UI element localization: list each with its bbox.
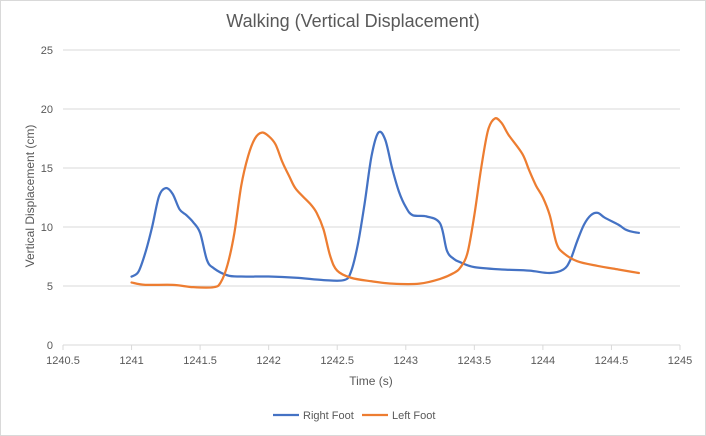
series-line-right-foot: [130, 130, 640, 282]
x-tick-label: 1243: [394, 355, 418, 367]
x-tick-label: 1244: [531, 355, 555, 367]
y-tick-label: 20: [41, 104, 53, 116]
y-tick-label: 25: [41, 45, 53, 57]
x-tick-label: 1241.5: [183, 355, 217, 367]
x-tick-label: 1240.5: [46, 355, 80, 367]
x-axis-label: Time (s): [349, 374, 393, 388]
y-tick-label: 10: [41, 222, 53, 234]
x-axis-ticks: 1240.5 1241 1241.5 1242 1242.5 1243 1243.5 1244…: [46, 345, 692, 367]
gridlines: [63, 49, 680, 287]
y-axis-label: Vertical Displacement (cm): [23, 125, 37, 268]
x-tick-label: 1241: [119, 355, 143, 367]
series-lines: [130, 117, 640, 289]
x-tick-label: 1243.5: [458, 355, 492, 367]
x-tick-label: 1242: [256, 355, 280, 367]
y-tick-label: 15: [41, 163, 53, 175]
legend-label-right-foot: Right Foot: [303, 410, 354, 422]
x-tick-label: 1244.5: [595, 355, 629, 367]
y-tick-label: 5: [47, 281, 53, 293]
x-tick-label: 1245: [668, 355, 692, 367]
y-axis-ticks: 0 5 10 15 20 25: [41, 45, 53, 352]
x-tick-label: 1242.5: [320, 355, 354, 367]
legend: Right Foot Left Foot: [273, 410, 435, 422]
series-line-left-foot: [130, 117, 640, 289]
y-tick-label: 0: [47, 340, 53, 352]
chart-title: Walking (Vertical Displacement): [226, 11, 479, 31]
legend-label-left-foot: Left Foot: [392, 410, 435, 422]
